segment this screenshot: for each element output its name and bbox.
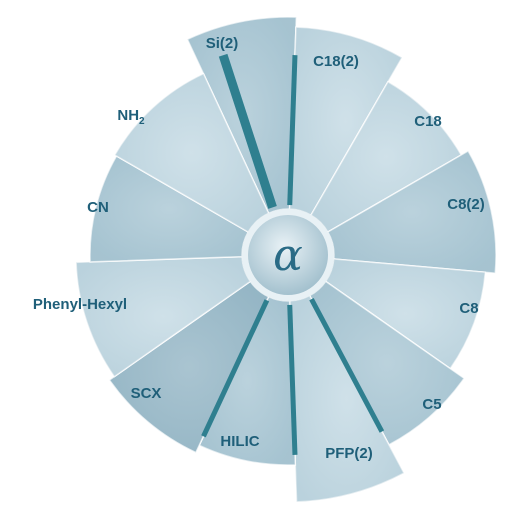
segment-label-c18-2: C18(2) xyxy=(313,53,359,70)
segment-label-c8-2: C8(2) xyxy=(447,196,485,213)
alpha-symbol: α xyxy=(273,230,303,281)
segment-shade-c18-2 xyxy=(289,27,402,216)
segment-shade-scx xyxy=(109,281,269,453)
nh2-main: NH xyxy=(117,107,139,124)
segment-shade-pfp2 xyxy=(289,295,404,502)
segment-label-c5: C5 xyxy=(422,396,441,413)
divider-pfp2 xyxy=(309,297,385,433)
segment-label-hilic: HILIC xyxy=(220,433,259,450)
nh2-subscript: 2 xyxy=(139,116,145,127)
segment-label-scx: SCX xyxy=(131,385,162,402)
divider-c18-2 xyxy=(287,55,298,206)
segment-label-nh2: NH2 xyxy=(117,107,145,127)
segment-label-phenyl: Phenyl-Hexyl xyxy=(33,296,127,313)
segment-shade-c5 xyxy=(309,281,465,445)
segment-shade-cn xyxy=(90,156,249,262)
segment-shade-nh2 xyxy=(114,73,269,233)
segment-shade-c8-2 xyxy=(327,151,496,274)
segment-label-si2: Si(2) xyxy=(206,35,239,52)
segment-shade-c18 xyxy=(311,81,462,232)
segment-label-pfp2: PFP(2) xyxy=(325,445,373,462)
divider-hilic-pfp xyxy=(287,304,298,455)
segment-shade-phenyl xyxy=(76,256,251,377)
segment-shade-hilic xyxy=(199,296,296,465)
segment-shade-c8 xyxy=(325,259,486,369)
center-hub xyxy=(248,215,328,295)
segment-label-cn: CN xyxy=(87,199,109,216)
segment-label-c8: C8 xyxy=(459,300,478,317)
divider-si2 xyxy=(218,53,277,209)
divider-hilic-scx xyxy=(201,299,270,438)
segment-label-c18: C18 xyxy=(414,113,442,130)
